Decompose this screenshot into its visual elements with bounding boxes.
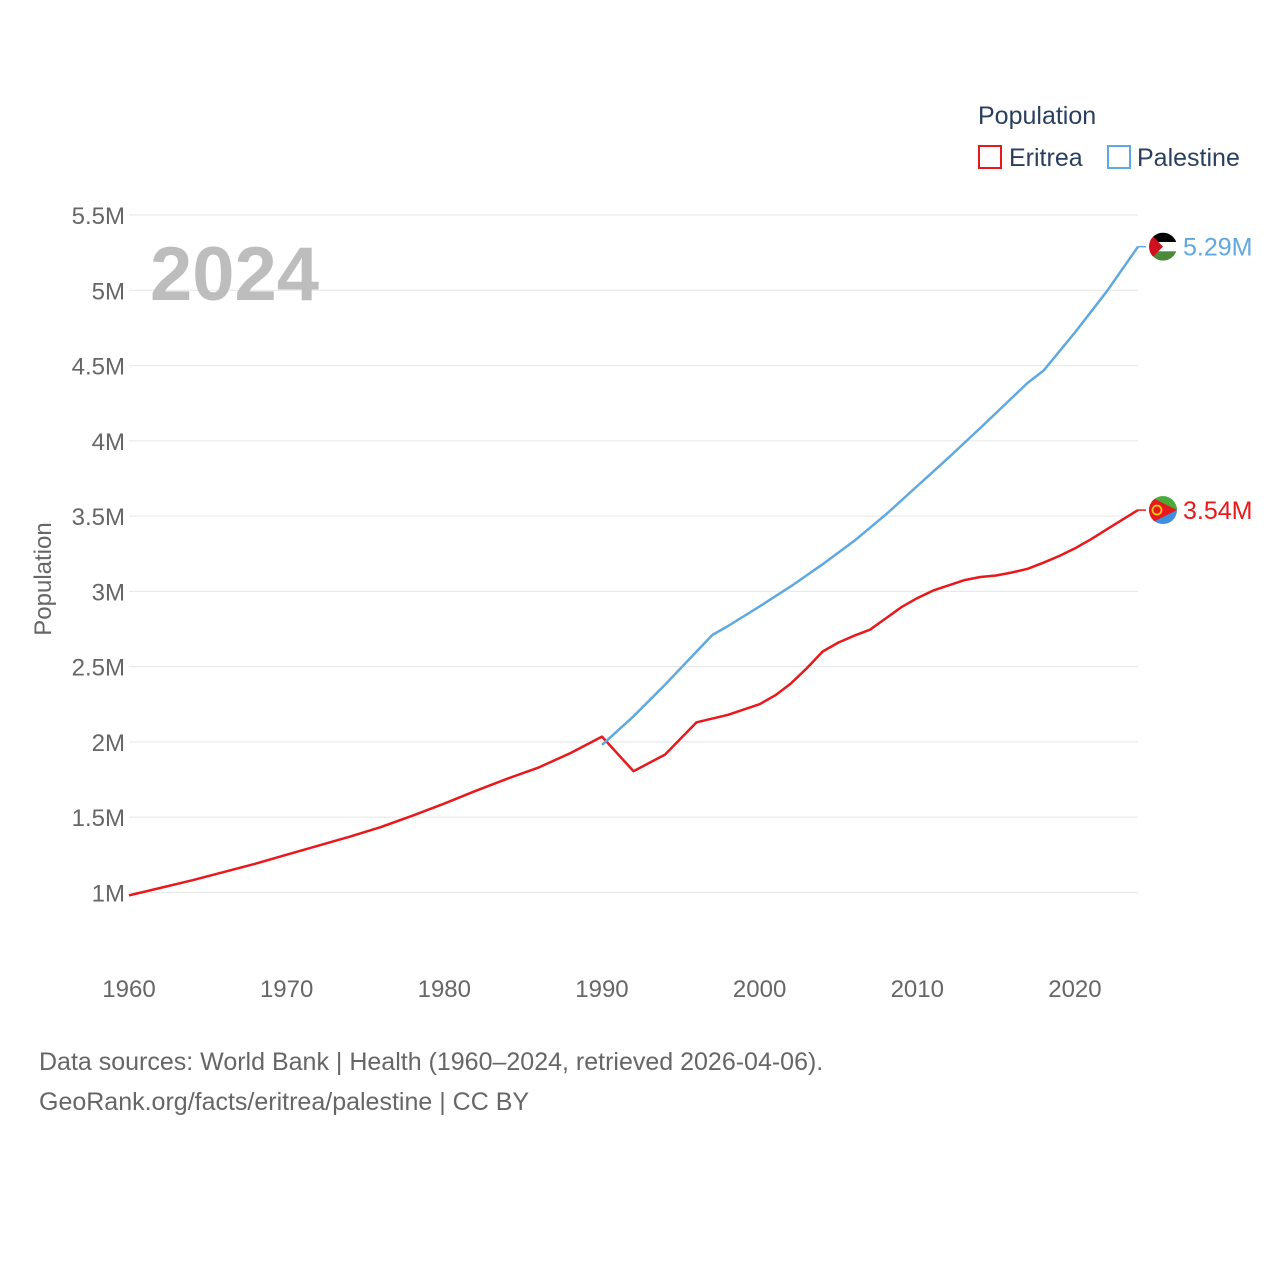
legend-swatch-palestine xyxy=(1107,145,1131,169)
gridlines xyxy=(129,214,1138,893)
source-line: Data sources: World Bank | Health (1960–… xyxy=(39,1048,824,1076)
legend-item-palestine[interactable]: Palestine xyxy=(1107,144,1240,172)
legend-label-palestine: Palestine xyxy=(1137,144,1240,172)
y-tick-label: 2.5M xyxy=(72,655,125,682)
legend-swatch-eritrea xyxy=(978,145,1002,169)
year-label: 2024 xyxy=(150,232,319,317)
y-tick-label: 1.5M xyxy=(72,805,125,832)
legend-item-eritrea[interactable]: Eritrea xyxy=(978,144,1083,172)
eritrea-flag-icon xyxy=(1149,496,1177,525)
y-tick-label: 5M xyxy=(92,278,125,305)
y-tick-label: 3M xyxy=(92,579,125,606)
source-footer: Data sources: World Bank | Health (1960–… xyxy=(39,1042,823,1122)
y-tick-label: 4M xyxy=(92,429,125,456)
x-tick-label: 2000 xyxy=(733,976,786,1003)
legend: Population Eritrea Palestine xyxy=(978,102,1240,172)
legend-title: Population xyxy=(978,102,1096,130)
series-line-palestine xyxy=(601,245,1140,746)
attribution-line: GeoRank.org/facts/eritrea/palestine | CC… xyxy=(39,1088,530,1116)
y-tick-label: 1M xyxy=(92,880,125,907)
y-tick-label: 5.5M xyxy=(72,203,125,230)
y-tick-label: 2M xyxy=(92,730,125,757)
y-axis-ticks: 1M 1.5M 2M 2.5M 3M 3.5M 4M 4.5M 5M 5.5M xyxy=(72,203,125,907)
x-tick-label: 1990 xyxy=(575,976,628,1003)
series-lines xyxy=(128,245,1140,897)
legend-label-eritrea: Eritrea xyxy=(1009,144,1083,172)
end-value-label-palestine: 5.29M xyxy=(1183,234,1252,262)
palestine-flag-icon xyxy=(1149,232,1177,261)
y-tick-label: 4.5M xyxy=(72,354,125,381)
series-line-eritrea xyxy=(128,509,1139,897)
y-tick-label: 3.5M xyxy=(72,504,125,531)
end-value-label-eritrea: 3.54M xyxy=(1183,497,1252,525)
x-tick-label: 1970 xyxy=(260,976,313,1003)
x-tick-label: 2020 xyxy=(1048,976,1101,1003)
x-tick-label: 1960 xyxy=(102,976,155,1003)
x-axis-ticks: 1960 1970 1980 1990 2000 2010 2020 xyxy=(102,976,1101,1003)
x-tick-label: 2010 xyxy=(891,976,944,1003)
end-markers: 3.54M 5.29M xyxy=(1138,232,1252,525)
y-axis-title: Population xyxy=(30,522,57,635)
x-tick-label: 1980 xyxy=(418,976,471,1003)
